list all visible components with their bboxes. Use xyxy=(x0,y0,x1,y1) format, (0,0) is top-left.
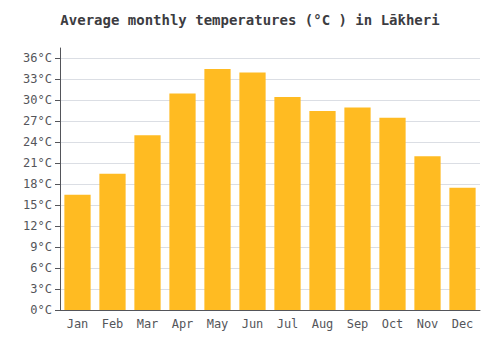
svg-text:12°C: 12°C xyxy=(23,219,52,233)
svg-text:Jan: Jan xyxy=(67,317,89,331)
svg-text:9°C: 9°C xyxy=(30,240,52,254)
svg-text:15°C: 15°C xyxy=(23,198,52,212)
svg-text:Apr: Apr xyxy=(172,317,194,331)
svg-text:3°C: 3°C xyxy=(30,282,52,296)
svg-text:33°C: 33°C xyxy=(23,72,52,86)
svg-text:Aug: Aug xyxy=(312,317,334,331)
svg-text:Jun: Jun xyxy=(242,317,264,331)
svg-text:Sep: Sep xyxy=(347,317,369,331)
svg-text:18°C: 18°C xyxy=(23,177,52,191)
svg-text:Feb: Feb xyxy=(102,317,124,331)
svg-text:Jul: Jul xyxy=(277,317,299,331)
svg-text:6°C: 6°C xyxy=(30,261,52,275)
svg-text:21°C: 21°C xyxy=(23,156,52,170)
svg-text:Average monthly temperatures (: Average monthly temperatures (°C ) in Lā… xyxy=(60,12,439,28)
svg-text:Oct: Oct xyxy=(382,317,404,331)
svg-text:36°C: 36°C xyxy=(23,51,52,65)
svg-text:0°C: 0°C xyxy=(30,303,52,317)
svg-text:30°C: 30°C xyxy=(23,93,52,107)
svg-text:Mar: Mar xyxy=(137,317,159,331)
svg-text:May: May xyxy=(207,317,229,331)
svg-text:27°C: 27°C xyxy=(23,114,52,128)
svg-text:Dec: Dec xyxy=(452,317,474,331)
svg-text:Nov: Nov xyxy=(417,317,439,331)
svg-text:24°C: 24°C xyxy=(23,135,52,149)
